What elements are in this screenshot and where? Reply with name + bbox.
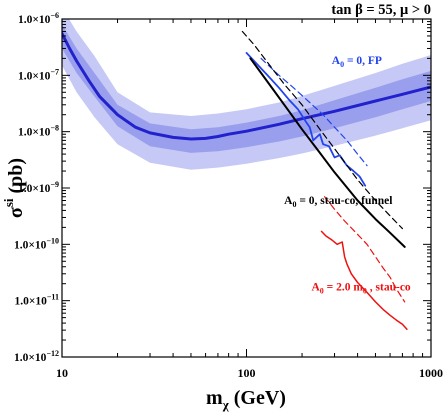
series-fp-dashed <box>260 57 368 167</box>
tick-labels-layer: 10 100 1000 1.0×10−6 1.0×10−7 1.0×10−8 1.0×10−… <box>14 11 443 380</box>
series-staus-dashed <box>324 196 406 303</box>
y-tick-label: 1.0×10−8 <box>18 124 59 139</box>
series-sensitivity <box>62 32 431 141</box>
series-funnel-solid <box>249 57 406 248</box>
series-layer <box>62 30 431 331</box>
annotation-fp: A0 = 0, FP <box>332 55 382 69</box>
plot-frame <box>61 18 432 358</box>
series-staus-solid <box>320 230 408 331</box>
y-tick-label: 1.0×10−6 <box>18 11 59 26</box>
annotation-staus: A0 = 2.0 m0 , stau-co <box>311 282 410 296</box>
x-axis-label: mχ (GeV) <box>206 387 286 412</box>
x-tick-label: 1000 <box>419 366 443 380</box>
chart-title: tan β = 55, μ > 0 <box>331 2 431 18</box>
y-tick-label: 1.0×10−10 <box>14 236 59 251</box>
x-tick-label: 100 <box>238 366 256 380</box>
x-tick-label: 10 <box>56 366 68 380</box>
band-inner <box>62 24 431 153</box>
y-tick-label: 1.0×10−11 <box>14 293 59 308</box>
ticks-layer <box>61 18 431 358</box>
bands-layer <box>62 19 431 170</box>
y-tick-label: 1.0×10−12 <box>14 349 59 364</box>
annotations-layer: A0 = 0, FP A0 = 0, stau-co, funnel A0 = 2.… <box>284 55 411 296</box>
y-tick-label: 1.0×10−7 <box>18 67 59 82</box>
series-funnel-dashed <box>241 30 403 230</box>
y-tick-label: 1.0×10−9 <box>18 180 59 195</box>
annotation-funnel: A0 = 0, stau-co, funnel <box>284 195 392 209</box>
y-axis-label: σsi(pb) <box>1 158 27 218</box>
